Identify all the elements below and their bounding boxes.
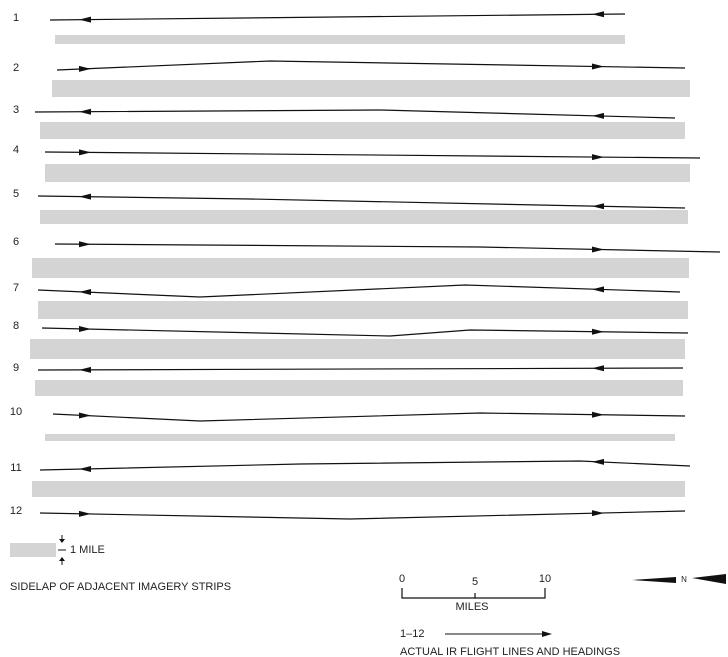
imagery-strip <box>35 380 683 396</box>
heading-arrow <box>592 154 604 160</box>
line-number: 6 <box>13 236 19 248</box>
heading-arrow <box>592 510 604 516</box>
imagery-strip <box>45 434 675 441</box>
heading-arrow <box>79 194 91 200</box>
heading-arrow <box>79 17 91 23</box>
flight-line <box>40 461 690 470</box>
north-label: N <box>681 575 687 584</box>
imagery-strip <box>52 80 690 97</box>
imagery-strip <box>32 481 685 497</box>
heading-arrow <box>592 329 604 335</box>
key-caption: ACTUAL IR FLIGHT LINES AND HEADINGS <box>400 646 620 657</box>
heading-arrow <box>79 413 91 419</box>
flight-line <box>35 110 675 118</box>
imagery-strip <box>38 301 688 319</box>
imagery-strip <box>55 35 625 44</box>
line-number: 11 <box>10 462 21 474</box>
key-range: 1–12 <box>400 628 424 640</box>
imagery-strip <box>30 339 685 359</box>
line-number: 12 <box>10 505 22 517</box>
heading-arrow <box>592 365 604 371</box>
legend-strip <box>10 543 56 557</box>
scale-bar <box>402 588 545 598</box>
heading-arrow <box>592 286 604 292</box>
heading-arrow <box>79 109 91 115</box>
heading-arrow <box>79 466 91 472</box>
heading-arrow <box>592 11 604 17</box>
heading-arrow <box>592 412 604 418</box>
flight-line <box>38 196 685 208</box>
flight-line <box>40 511 685 519</box>
scale-tick: 10 <box>539 573 551 585</box>
imagery-strip <box>40 210 688 224</box>
heading-arrow <box>79 367 91 373</box>
strip-caption: SIDELAP OF ADJACENT IMAGERY STRIPS <box>10 581 231 593</box>
heading-arrow <box>79 511 91 517</box>
flight-line <box>38 368 683 370</box>
flight-line <box>53 413 685 421</box>
line-number: 2 <box>13 62 19 74</box>
line-number: 4 <box>13 144 19 156</box>
line-number: 8 <box>13 320 19 332</box>
strip-width-label: 1 MILE <box>70 544 105 556</box>
heading-arrow <box>79 289 91 295</box>
flight-line <box>38 285 680 297</box>
line-number: 7 <box>13 282 19 294</box>
scale-tick: 0 <box>399 573 405 585</box>
heading-arrow <box>79 66 91 72</box>
heading-arrow <box>592 459 604 465</box>
flight-diagram: 123456789101112 1 MILE SIDELAP OF ADJACE… <box>0 0 728 657</box>
page: 123456789101112 1 MILE SIDELAP OF ADJACE… <box>0 0 728 657</box>
line-number: 3 <box>13 104 19 116</box>
imagery-strip <box>32 258 689 278</box>
heading-arrow <box>79 326 91 332</box>
flight-line <box>42 328 688 336</box>
line-number: 10 <box>10 406 22 418</box>
flight-line <box>57 61 685 70</box>
line-number: 5 <box>13 188 19 200</box>
north-arrow <box>632 574 726 584</box>
imagery-strip <box>45 164 690 182</box>
scale-unit: MILES <box>455 601 488 613</box>
heading-arrow <box>592 203 604 209</box>
key-arrowhead <box>542 631 552 637</box>
line-number: 9 <box>13 362 19 374</box>
heading-arrow <box>592 246 604 252</box>
heading-arrow <box>592 113 604 119</box>
imagery-strip <box>40 122 685 139</box>
flight-line <box>55 244 720 252</box>
heading-arrow <box>592 64 604 70</box>
line-number: 1 <box>13 12 19 24</box>
heading-arrow <box>79 149 91 155</box>
flight-line <box>50 14 625 20</box>
scale-tick: 5 <box>472 576 478 588</box>
heading-arrow <box>79 241 91 247</box>
